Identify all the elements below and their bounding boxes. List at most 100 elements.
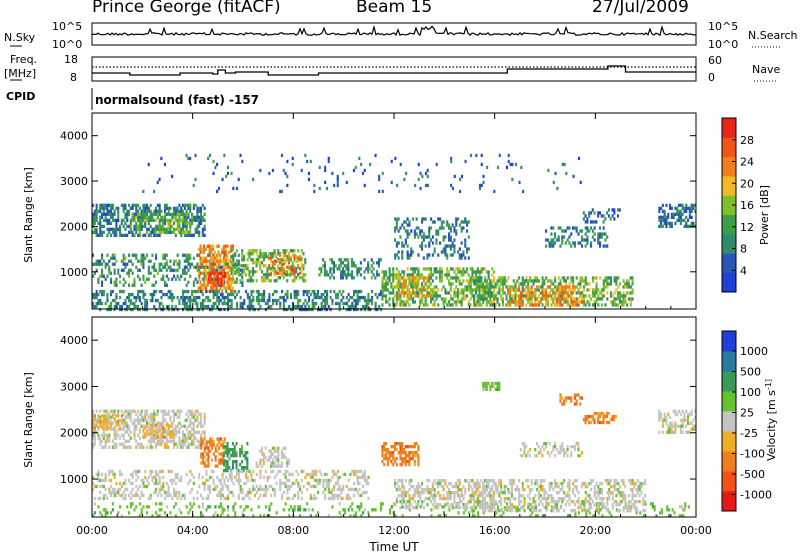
heatmap-cell xyxy=(336,292,339,297)
heatmap-cell xyxy=(231,280,234,284)
heatmap-cell xyxy=(252,177,255,182)
heatmap-cell xyxy=(194,301,197,306)
heatmap-cell xyxy=(113,430,116,434)
heatmap-cell xyxy=(577,303,580,307)
heatmap-cell xyxy=(262,455,265,459)
heatmap-cell xyxy=(272,469,275,474)
heatmap-cell xyxy=(597,211,600,215)
heatmap-cell xyxy=(412,276,415,280)
heatmap-cell xyxy=(401,256,404,260)
heatmap-cell xyxy=(137,209,140,213)
heatmap-cell xyxy=(122,259,125,263)
heatmap-cell xyxy=(394,253,397,257)
heatmap-cell xyxy=(128,209,131,213)
heatmap-cell xyxy=(122,481,125,486)
heatmap-cell xyxy=(165,253,168,257)
heatmap-cell xyxy=(575,226,578,230)
heatmap-cell xyxy=(255,252,258,256)
heatmap-cell xyxy=(106,417,109,421)
heatmap-cell xyxy=(153,233,156,237)
heatmap-cell xyxy=(129,418,132,422)
heatmap-cell xyxy=(264,487,267,492)
heatmap-cell xyxy=(282,472,285,477)
heatmap-cell xyxy=(189,156,192,161)
heatmap-cell xyxy=(92,274,95,278)
heatmap-cell xyxy=(182,224,185,228)
heatmap-cell xyxy=(343,264,346,268)
heatmap-cell xyxy=(169,493,172,498)
heatmap-cell xyxy=(169,268,172,272)
heatmap-cell xyxy=(102,289,105,294)
heatmap-cell xyxy=(201,271,204,275)
heatmap-cell xyxy=(586,226,589,230)
heatmap-cell xyxy=(575,297,578,301)
heatmap-cell xyxy=(176,209,179,213)
heatmap-cell xyxy=(430,217,433,221)
colorbar-segment xyxy=(722,118,736,138)
heatmap-cell xyxy=(602,226,605,230)
heatmap-cell xyxy=(392,300,395,304)
heatmap-cell xyxy=(422,288,425,292)
heatmap-cell xyxy=(113,412,116,416)
heatmap-cell xyxy=(115,442,118,446)
heatmap-cell xyxy=(561,229,564,233)
heatmap-cell xyxy=(214,484,217,489)
heatmap-cell xyxy=(222,463,225,467)
heatmap-cell xyxy=(658,224,661,228)
heatmap-cell xyxy=(512,285,515,289)
heatmap-cell xyxy=(291,264,294,268)
heatmap-cell xyxy=(99,218,102,222)
heatmap-cell xyxy=(532,303,535,307)
heatmap-cell xyxy=(417,177,420,182)
heatmap-cell xyxy=(142,481,145,486)
heatmap-cell xyxy=(122,421,125,425)
heatmap-cell xyxy=(158,490,161,495)
heatmap-cell xyxy=(460,273,463,277)
heatmap-cell xyxy=(381,285,384,289)
heatmap-cell xyxy=(281,496,284,501)
heatmap-cell xyxy=(617,303,620,307)
heatmap-cell xyxy=(318,307,321,312)
heatmap-cell xyxy=(97,280,100,284)
heatmap-cell xyxy=(543,279,546,283)
heatmap-cell xyxy=(453,226,456,230)
heatmap-cell xyxy=(528,303,531,307)
heatmap-cell xyxy=(92,445,95,449)
heatmap-cell xyxy=(92,212,95,216)
heatmap-cell xyxy=(187,215,190,219)
heatmap-cell xyxy=(458,282,461,286)
heatmap-cell xyxy=(259,261,262,265)
heatmap-cell xyxy=(277,264,280,268)
heatmap-cell xyxy=(606,282,609,286)
heatmap-cell xyxy=(367,292,370,297)
heatmap-cell xyxy=(559,226,562,230)
heatmap-cell xyxy=(101,233,104,237)
heatmap-cell xyxy=(599,276,602,280)
heatmap-cell xyxy=(424,276,427,280)
heatmap-cell xyxy=(419,300,422,304)
heatmap-cell xyxy=(304,153,307,158)
heatmap-cell xyxy=(617,285,620,289)
heatmap-cell xyxy=(151,265,154,269)
heatmap-cell xyxy=(586,300,589,304)
heatmap-cell xyxy=(182,301,185,306)
heatmap-cell xyxy=(473,288,476,292)
heatmap-cell xyxy=(323,270,326,274)
heatmap-cell xyxy=(133,409,136,413)
heatmap-cell xyxy=(122,436,125,440)
heatmap-cell xyxy=(588,211,591,215)
heatmap-cell xyxy=(93,215,96,219)
heatmap-cell xyxy=(216,271,219,276)
heatmap-cell xyxy=(338,264,341,268)
heatmap-cell xyxy=(259,292,262,297)
heatmap-cell xyxy=(241,487,244,492)
heatmap-cell xyxy=(233,448,236,452)
heatmap-cell xyxy=(113,409,116,413)
heatmap-cell xyxy=(246,460,249,464)
heatmap-cell xyxy=(216,277,219,282)
heatmap-cell xyxy=(97,472,100,477)
heatmap-cell xyxy=(155,445,158,449)
heatmap-cell xyxy=(521,279,524,283)
heatmap-cell xyxy=(431,303,434,307)
heatmap-cell xyxy=(449,294,452,298)
